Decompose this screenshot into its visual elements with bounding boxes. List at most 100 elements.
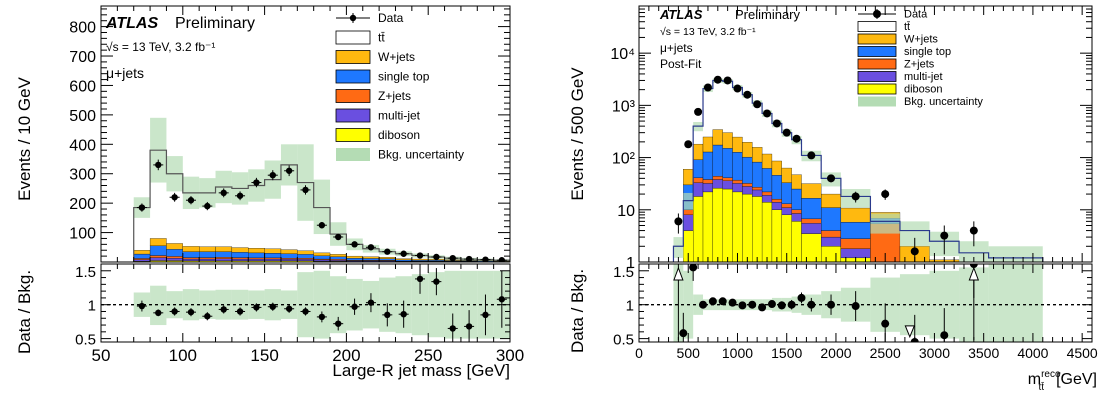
left-legend-swatch bbox=[335, 69, 371, 84]
right-stack-bar-singletop bbox=[722, 148, 733, 178]
right-legend-swatch bbox=[857, 46, 897, 57]
right-data-point bbox=[851, 192, 860, 201]
right-ratio-point bbox=[699, 300, 708, 309]
left-legend-label: Z+jets bbox=[378, 89, 411, 103]
right-stack-bar-wjets bbox=[702, 136, 714, 153]
right-stack-bar-singletop bbox=[840, 221, 871, 239]
right-stack-bar-zjets bbox=[801, 218, 822, 224]
left-ratio-point bbox=[155, 309, 162, 317]
right-ratio-point bbox=[748, 300, 757, 309]
right-legend-data-marker bbox=[873, 10, 881, 18]
right-stack-bar-zjets bbox=[693, 177, 704, 183]
left-ratio-band bbox=[313, 270, 331, 339]
left-stack-bar-singletop bbox=[395, 259, 412, 262]
left-ratio-point bbox=[465, 323, 473, 330]
left-data-point bbox=[465, 255, 473, 262]
right-stack-bar-zjets bbox=[771, 198, 782, 203]
right-stack-bar-singletop bbox=[712, 144, 723, 177]
left-stack-bar-zjets bbox=[231, 257, 249, 260]
right-stack-bar-multijet bbox=[761, 195, 773, 203]
left-stack-bar-singletop bbox=[199, 251, 216, 258]
right-ratio-point bbox=[881, 319, 890, 328]
left-stack-bar-multijet bbox=[248, 258, 265, 261]
left-x-tick-label: 200 bbox=[332, 346, 360, 365]
left-legend-label: multi-jet bbox=[378, 109, 421, 123]
left-ratio-point bbox=[236, 308, 244, 315]
left-legend-swatch bbox=[335, 128, 371, 142]
right-y-tick-label: 1 bbox=[626, 255, 635, 272]
left-main-content bbox=[133, 117, 510, 262]
right-stack-bar-zjets bbox=[683, 209, 694, 215]
right-uncertainty-band bbox=[988, 246, 1043, 262]
right-legend-swatch bbox=[857, 33, 897, 45]
right-stack-bar-diboson bbox=[722, 188, 733, 262]
right-data-point bbox=[772, 119, 781, 128]
right-ratio-band bbox=[771, 297, 782, 312]
left-stack-bar-zjets bbox=[264, 257, 282, 260]
right-ratio-point bbox=[777, 301, 786, 310]
left-stack-bar-multijet bbox=[149, 257, 167, 261]
left-stack-bar-multijet bbox=[215, 258, 233, 261]
right-stack-bar-multijet bbox=[752, 189, 763, 197]
left-ratio-point bbox=[318, 313, 326, 321]
right-stack-bar-zjets bbox=[712, 176, 723, 180]
left-stack-bar-zjets bbox=[199, 257, 216, 260]
left-stack-bar-wjets bbox=[248, 248, 265, 254]
left-ratio-band bbox=[330, 276, 347, 334]
right-ratio-band bbox=[722, 299, 733, 311]
right-stack-bar-wjets bbox=[781, 167, 792, 183]
right-legend-swatch bbox=[857, 58, 897, 70]
right-stack-bar-zjets bbox=[742, 183, 753, 187]
right-legend-swatch bbox=[857, 71, 897, 82]
right-stack-bar-zjets bbox=[752, 187, 763, 191]
right-ratio-point bbox=[797, 293, 806, 302]
right-stack-bar-diboson bbox=[752, 196, 763, 262]
left-data-point bbox=[236, 192, 244, 199]
left-y-tick-label: 500 bbox=[69, 108, 96, 125]
left-legend-swatch bbox=[335, 30, 371, 45]
left-legend-swatch bbox=[335, 50, 371, 64]
right-legend-label: single top bbox=[904, 46, 951, 58]
right-stack-bar-singletop bbox=[693, 159, 704, 178]
right-y-tick-label: 10⁴ bbox=[610, 46, 635, 63]
right-stack-bar-diboson bbox=[702, 191, 714, 262]
left-legend-label: single top bbox=[378, 70, 430, 84]
right-uncertainty-band bbox=[870, 213, 900, 234]
left-ratio-point bbox=[187, 308, 195, 316]
left-ratio-point bbox=[171, 308, 178, 315]
left-data-point bbox=[482, 256, 489, 262]
left-legend-label: Bkg. uncertainty bbox=[378, 148, 464, 162]
left-stack-bar-singletop bbox=[346, 258, 363, 261]
right-x-tick-label: 500 bbox=[677, 345, 701, 361]
right-legend-label: Data bbox=[904, 9, 928, 21]
left-ratio-y-axis-label: Data / Bkg. bbox=[15, 270, 34, 354]
right-ratio-point bbox=[679, 329, 688, 338]
left-stack-bar-zjets bbox=[149, 255, 167, 258]
left-stack-bar-multijet bbox=[166, 258, 183, 261]
left-stack-bar-multijet bbox=[231, 258, 249, 261]
right-ratio-arrow-up bbox=[968, 266, 980, 281]
left-stack-bar-wjets bbox=[215, 246, 233, 252]
left-stack-bar-singletop bbox=[362, 258, 380, 261]
right-fit-label: Post-Fit bbox=[660, 57, 702, 71]
right-ratio-point bbox=[851, 302, 860, 311]
left-ttbar-bar bbox=[215, 186, 232, 262]
right-y-tick-label: 10³ bbox=[612, 98, 636, 115]
right-stack-bar-singletop bbox=[781, 182, 792, 204]
left-stack-bar-zjets bbox=[215, 257, 233, 259]
left-stack-bar-singletop bbox=[182, 251, 200, 258]
left-stack-bar-wjets bbox=[378, 257, 396, 259]
right-stack-bar-singletop bbox=[791, 188, 802, 210]
left-x-axis-label: Large-R jet mass [GeV] bbox=[332, 361, 510, 380]
right-uncertainty-band bbox=[683, 192, 694, 210]
left-stack-bar-wjets bbox=[149, 238, 167, 246]
left-stack-bar-zjets bbox=[280, 258, 298, 260]
left-ttbar-bar bbox=[199, 192, 216, 262]
right-ratio-point bbox=[767, 300, 776, 309]
left-ttbar-bar bbox=[280, 164, 298, 262]
right-stack-bar-multijet bbox=[732, 183, 743, 193]
right-stack-bar-multijet bbox=[791, 213, 802, 222]
left-ratio-point bbox=[400, 310, 407, 318]
right-x-tick-label: 4500 bbox=[1067, 345, 1098, 361]
